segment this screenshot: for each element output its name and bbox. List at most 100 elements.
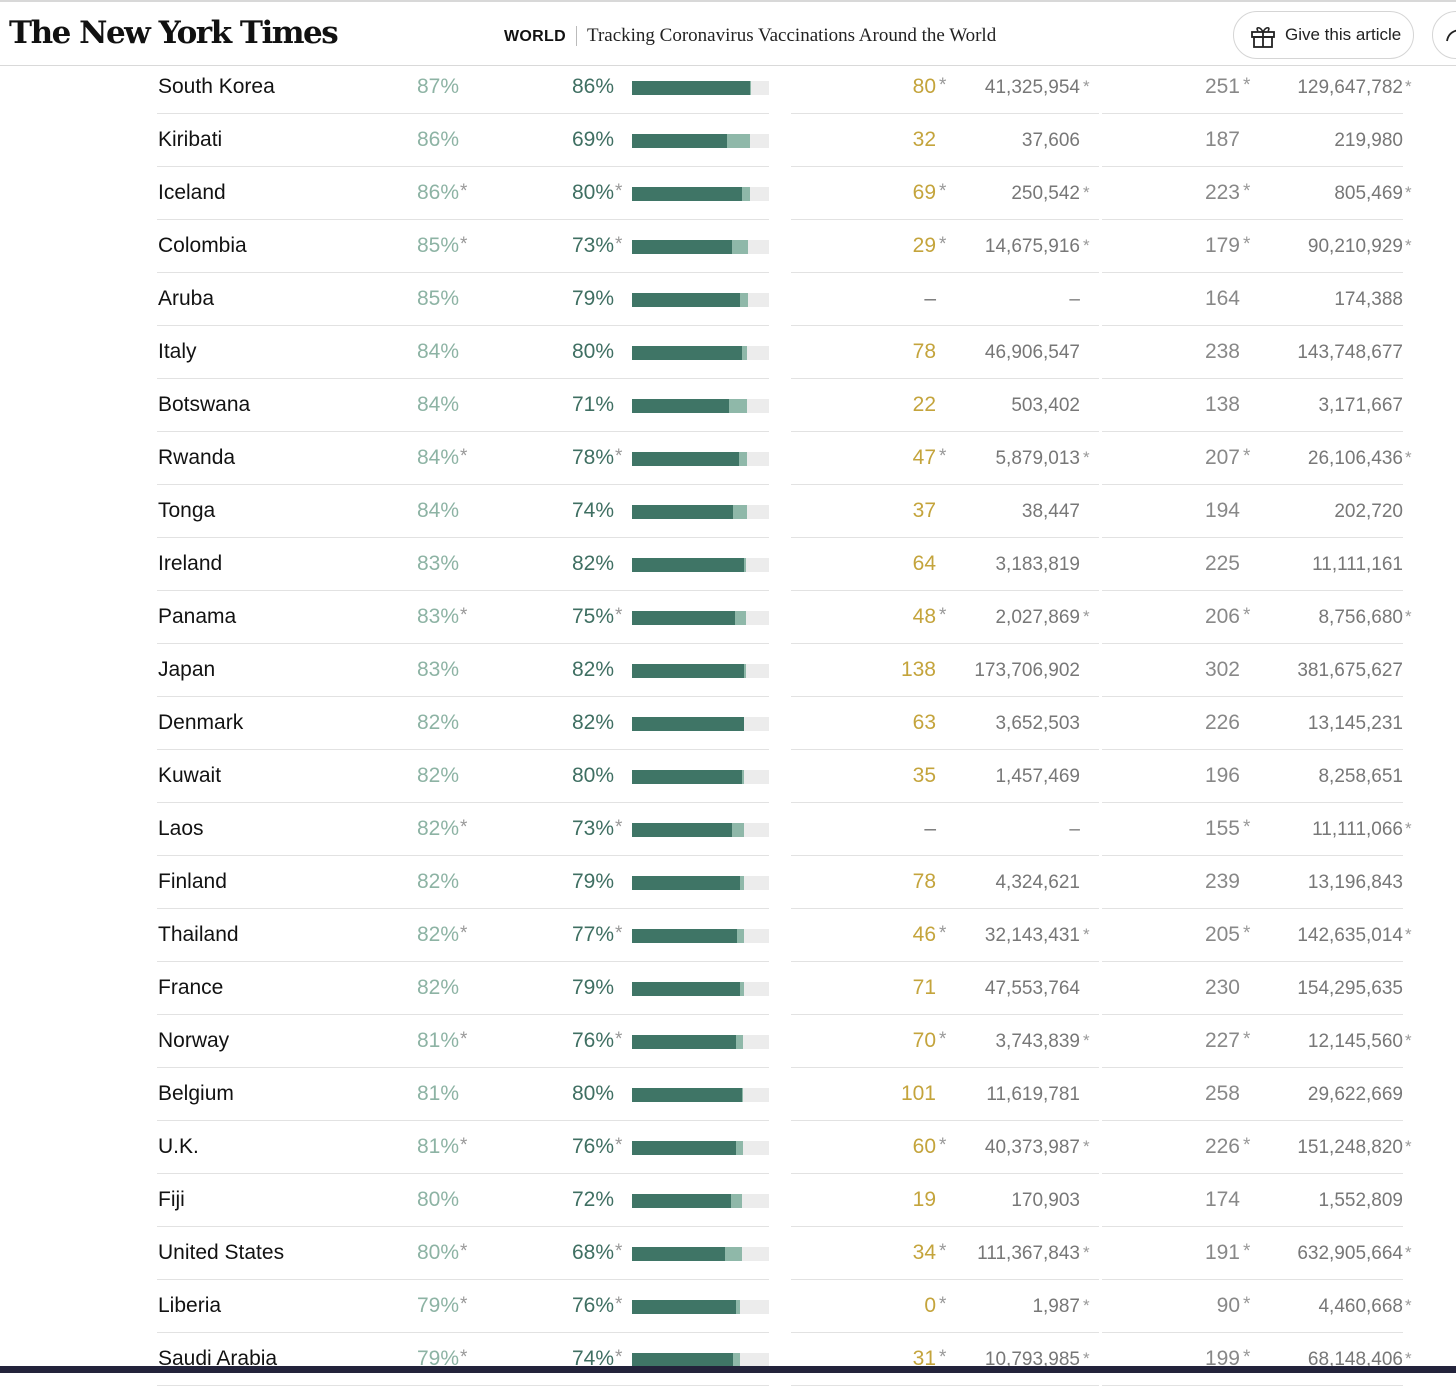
doses-administered: 11,111,161 <box>1312 554 1403 575</box>
country-name: Belgium <box>158 1082 234 1105</box>
doses-per-100: 164 <box>1204 287 1240 310</box>
at-least-one-asterisk: * <box>460 234 468 255</box>
table-row: Iceland 86%* 80%* 69 * 250,542 * 223 * 805,… <box>0 167 1456 220</box>
row-divider <box>157 1226 769 1227</box>
vaccination-bar-fully <box>632 1300 736 1314</box>
at-least-one-dose-pct: 82% <box>417 976 460 999</box>
row-divider <box>1102 219 1403 220</box>
at-least-one-dose-pct: 82% <box>417 711 460 734</box>
booster-per-100-asterisk: * <box>939 181 947 202</box>
fully-vaccinated-pct: 76%* <box>572 1135 623 1158</box>
doses-per-100: 191 * <box>1204 1241 1251 1264</box>
at-least-one-dose-pct: 81%* <box>417 1029 468 1052</box>
row-divider <box>157 802 769 803</box>
booster-count-asterisk: * <box>1083 183 1090 202</box>
fully-vaccinated-pct: 69% <box>572 128 615 151</box>
doses-asterisk: * <box>1405 925 1412 944</box>
vaccination-bar <box>632 134 769 148</box>
row-divider <box>791 802 1099 803</box>
row-divider <box>1102 113 1403 114</box>
section-label[interactable]: WORLD <box>504 28 566 45</box>
at-least-one-dose-pct: 84% <box>417 393 460 416</box>
vaccination-bar <box>632 558 769 572</box>
doses-administered: 8,756,680 * <box>1318 607 1412 628</box>
country-name: Norway <box>158 1029 230 1052</box>
vaccination-bar <box>632 1035 769 1049</box>
country-name: Saudi Arabia <box>158 1347 278 1370</box>
row-divider <box>157 696 769 697</box>
booster-count: – <box>1069 819 1080 840</box>
doses-administered: 202,720 <box>1334 501 1403 522</box>
vaccination-bar <box>632 399 769 413</box>
country-name: Laos <box>158 817 204 840</box>
booster-count: 170,903 <box>1011 1190 1080 1211</box>
at-least-one-dose-pct: 81% <box>417 1082 460 1105</box>
vaccination-bar-fully <box>632 293 740 307</box>
vaccination-bar-fully <box>632 187 742 201</box>
table-row: Liberia 79%* 76%* 0 * 1,987 * 90 * 4,460,66… <box>0 1280 1456 1333</box>
at-least-one-asterisk: * <box>460 1294 468 1315</box>
vaccination-bar-fully <box>632 982 740 996</box>
at-least-one-dose-pct: 79%* <box>417 1347 468 1370</box>
at-least-one-asterisk: * <box>460 817 468 838</box>
row-divider <box>791 537 1099 538</box>
vaccination-bar-fully <box>632 876 740 890</box>
table-row: Denmark 82% 82% 63 3,652,503 226 13,145,… <box>0 697 1456 750</box>
country-name: Rwanda <box>158 446 236 469</box>
table-row: United States 80%* 68%* 34 * 111,367,843 *… <box>0 1227 1456 1280</box>
doses-per-100: 239 <box>1204 870 1240 893</box>
booster-per-100: 46 * <box>912 923 947 946</box>
vaccination-bar <box>632 187 769 201</box>
row-divider <box>791 1332 1099 1333</box>
nyt-logo[interactable]: The New York Times <box>9 15 339 51</box>
booster-per-100: 71 <box>912 976 936 999</box>
vaccination-bar <box>632 929 769 943</box>
country-name: U.K. <box>158 1135 199 1158</box>
table-row: Italy 84% 80% 78 46,906,547 238 143,748,… <box>0 326 1456 379</box>
row-divider <box>1102 908 1403 909</box>
vaccination-bar <box>632 293 769 307</box>
row-divider <box>157 1120 769 1121</box>
doses-administered: 26,106,436 * <box>1307 448 1412 469</box>
at-least-one-dose-pct: 84%* <box>417 446 468 469</box>
booster-count: 5,879,013 * <box>995 448 1090 469</box>
row-divider <box>157 1014 769 1015</box>
booster-count: 37,606 <box>1021 130 1080 151</box>
row-divider <box>1102 1226 1403 1227</box>
doses-administered: 90,210,929 * <box>1307 236 1412 257</box>
share-icon <box>1446 29 1456 42</box>
vaccination-bar <box>632 717 769 731</box>
table-row: Japan 83% 82% 138 173,706,902 302 381,67… <box>0 644 1456 697</box>
share-button[interactable] <box>1432 11 1456 59</box>
row-divider <box>791 1279 1099 1280</box>
vaccination-bar <box>632 1300 769 1314</box>
row-divider <box>1102 643 1403 644</box>
fully-vaccinated-pct: 80% <box>572 340 615 363</box>
vaccination-bar-fully <box>632 717 744 731</box>
at-least-one-asterisk: * <box>460 446 468 467</box>
row-divider <box>791 113 1099 114</box>
table-row: Panama 83%* 75%* 48 * 2,027,869 * 206 * 8,7… <box>0 591 1456 644</box>
booster-count-asterisk: * <box>1083 1296 1090 1315</box>
doses-per-100: 258 <box>1204 1082 1240 1105</box>
header-divider <box>576 26 577 46</box>
booster-per-100: 37 <box>912 499 936 522</box>
booster-per-100: 80 * <box>912 75 947 98</box>
vaccination-bar-fully <box>632 823 732 837</box>
gift-article-button[interactable]: Give this article <box>1233 11 1414 59</box>
doses-per-100-asterisk: * <box>1243 923 1251 944</box>
fully-asterisk: * <box>615 234 623 255</box>
vaccination-bar-fully <box>632 505 733 519</box>
row-divider <box>157 431 769 432</box>
fully-vaccinated-pct: 79% <box>572 976 615 999</box>
fully-vaccinated-pct: 78%* <box>572 446 623 469</box>
doses-per-100-asterisk: * <box>1243 817 1251 838</box>
doses-administered: 805,469 * <box>1334 183 1412 204</box>
table-row: Thailand 82%* 77%* 46 * 32,143,431 * 205 * … <box>0 909 1456 962</box>
vaccination-bar <box>632 1088 769 1102</box>
booster-per-100: 138 <box>900 658 936 681</box>
country-name: Finland <box>158 870 227 893</box>
doses-per-100: 225 <box>1204 552 1240 575</box>
vaccination-bar-fully <box>632 1353 733 1367</box>
booster-per-100: 31 * <box>912 1347 947 1370</box>
